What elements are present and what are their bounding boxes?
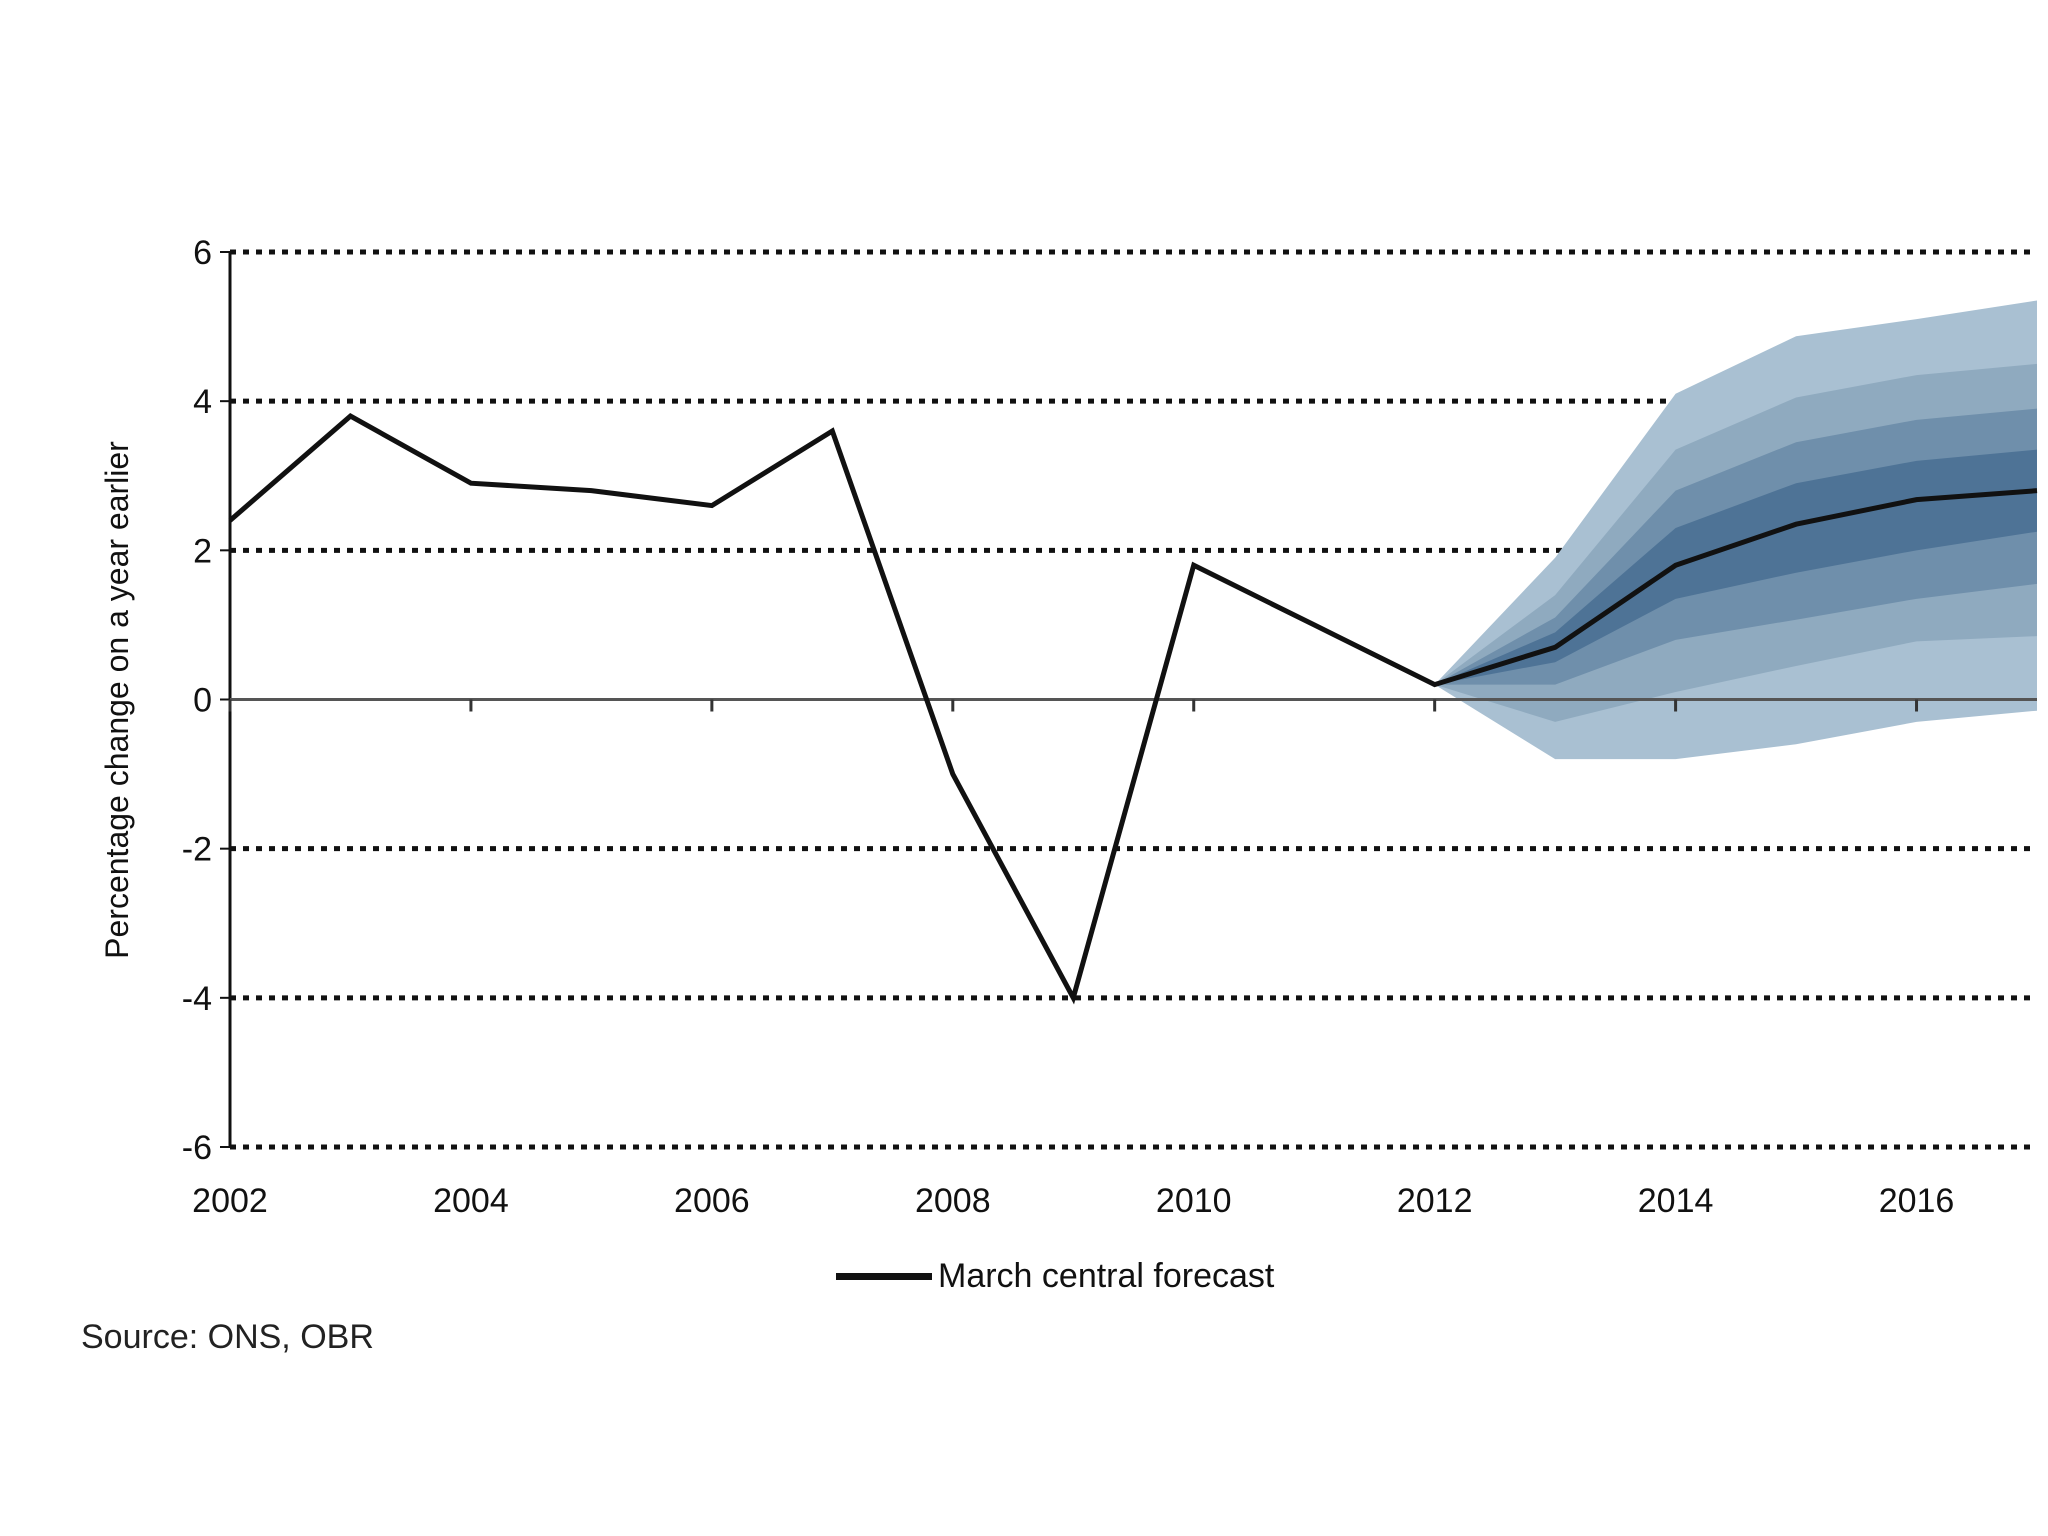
y-tick-label: 0 (193, 682, 212, 720)
y-axis-label: Percentage change on a year earlier (99, 441, 135, 959)
axes (220, 251, 2037, 1148)
x-tick-label: 2002 (192, 1182, 268, 1220)
x-tick-label: 2008 (915, 1182, 991, 1220)
legend: March central forecast (836, 1257, 1274, 1296)
x-tick-label: 2006 (674, 1182, 750, 1220)
tick-labels: 6 4 2 0 -2 -4 -6 2002 2004 2006 2008 2010 2012 2014 20… (182, 234, 1955, 1220)
legend-label: March central forecast (938, 1257, 1275, 1295)
series-line-central-forecast (228, 413, 2038, 1005)
legend-swatch-central-forecast (836, 1273, 932, 1280)
series (228, 413, 2038, 1005)
y-tick-label: -2 (182, 831, 212, 869)
x-tick-label: 2014 (1638, 1182, 1714, 1220)
x-tick-label: 2016 (1879, 1182, 1955, 1220)
x-tick-label: 2004 (433, 1182, 509, 1220)
forecast-fan (1434, 300, 2037, 760)
y-tick-label: -6 (182, 1129, 212, 1167)
x-tick-label: 2012 (1397, 1182, 1473, 1220)
source-note: Source: ONS, OBR (81, 1318, 374, 1356)
y-tick-label: 6 (193, 234, 212, 272)
x-tick-label: 2010 (1156, 1182, 1232, 1220)
y-tick-label: -4 (182, 980, 212, 1018)
gridlines (230, 249, 2037, 1150)
y-tick-label: 2 (193, 532, 212, 570)
y-tick-label: 4 (193, 383, 212, 421)
